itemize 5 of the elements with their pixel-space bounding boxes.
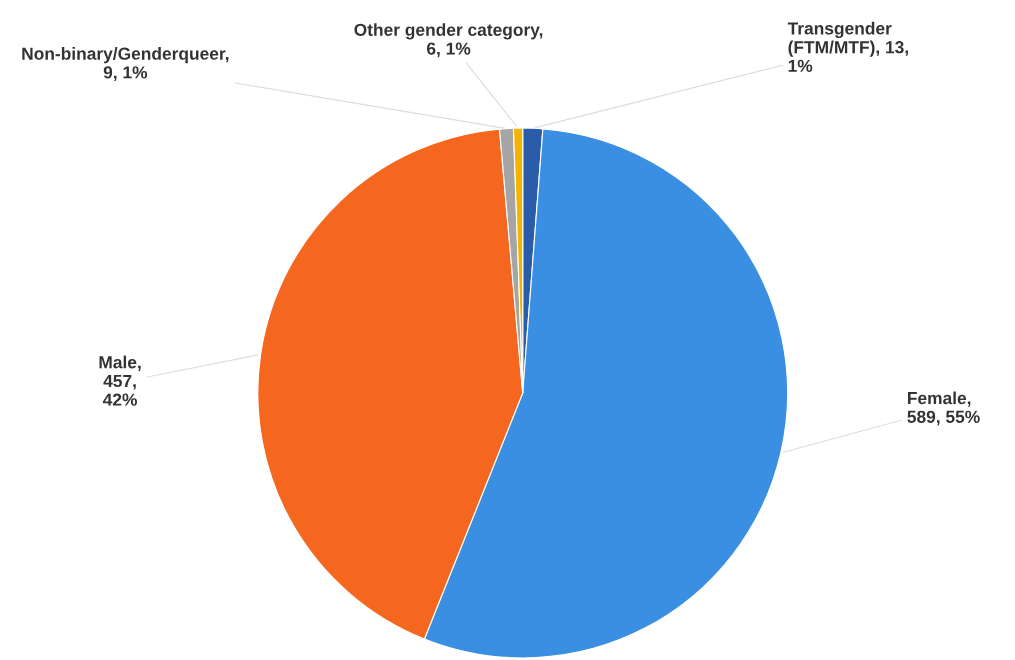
slice-label: Other gender category, 6, 1%	[354, 23, 543, 58]
slice-label: Male, 457, 42%	[99, 355, 141, 406]
slice-label: Non-binary/Genderqueer, 9, 1%	[22, 47, 229, 82]
slice-label: Transgender (FTM/MTF), 13, 1%	[787, 21, 908, 72]
slice-label: Female, 589, 55%	[907, 391, 980, 426]
